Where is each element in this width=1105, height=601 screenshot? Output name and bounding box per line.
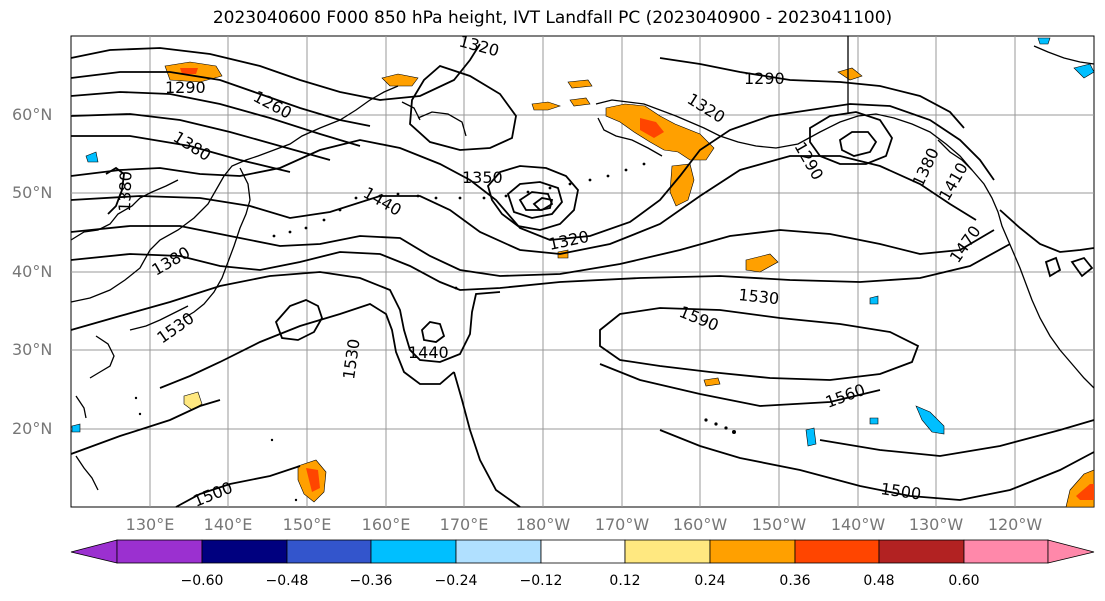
page-title: 2023040600 F000 850 hPa height, IVT Land…	[212, 8, 893, 28]
islands	[134, 162, 736, 502]
longitude-label: 150°E	[282, 515, 332, 534]
colorbar-over-arrow	[1047, 539, 1095, 564]
colorbar-tick-label: 0.36	[779, 573, 811, 589]
colorbar-tick-label: 0.12	[609, 573, 641, 589]
colorbar-under-arrow	[70, 539, 118, 564]
latitude-label: 30°N	[12, 340, 53, 359]
latitude-label: 20°N	[12, 419, 53, 438]
colorbar-tick-label: −0.48	[265, 573, 309, 589]
colorbar-tick-label: −0.60	[180, 573, 224, 589]
colorbar-tick-label: −0.24	[434, 573, 478, 589]
longitude-label: 150°W	[751, 515, 807, 534]
colorbar-tick-label: 0.60	[948, 573, 980, 589]
colorbar-tick-label: 0.24	[694, 573, 726, 589]
latitude-label: 50°N	[12, 183, 53, 202]
longitude-label: 140°W	[830, 515, 886, 534]
longitude-label: 170°E	[439, 515, 489, 534]
latitude-label: 40°N	[12, 262, 53, 281]
contour-label: 1530	[738, 285, 780, 308]
colorbar-tick-label: −0.12	[519, 573, 563, 589]
longitude-label: 160°E	[361, 515, 411, 534]
contour-label: 1380	[115, 171, 135, 212]
longitude-label: 140°E	[203, 515, 253, 534]
coastlines	[70, 36, 1095, 491]
colorbar	[70, 539, 1095, 564]
contour-label: 1290	[744, 69, 785, 88]
colorbar-tick-label: 0.48	[863, 573, 895, 589]
contour-label: 1290	[165, 78, 206, 97]
longitude-label: 180°W	[515, 515, 571, 534]
longitude-label: 120°W	[987, 515, 1043, 534]
latitude-label: 60°N	[12, 105, 53, 124]
longitude-label: 130°E	[125, 515, 175, 534]
ivt-shading	[71, 37, 1095, 508]
colorbar-tick-label: −0.36	[349, 573, 393, 589]
longitude-label: 130°W	[908, 515, 964, 534]
height-contours	[70, 43, 1095, 508]
longitude-label: 170°W	[594, 515, 650, 534]
longitude-label: 160°W	[672, 515, 728, 534]
contour-label: 1350	[462, 168, 503, 187]
contour-label: 1440	[408, 343, 449, 362]
